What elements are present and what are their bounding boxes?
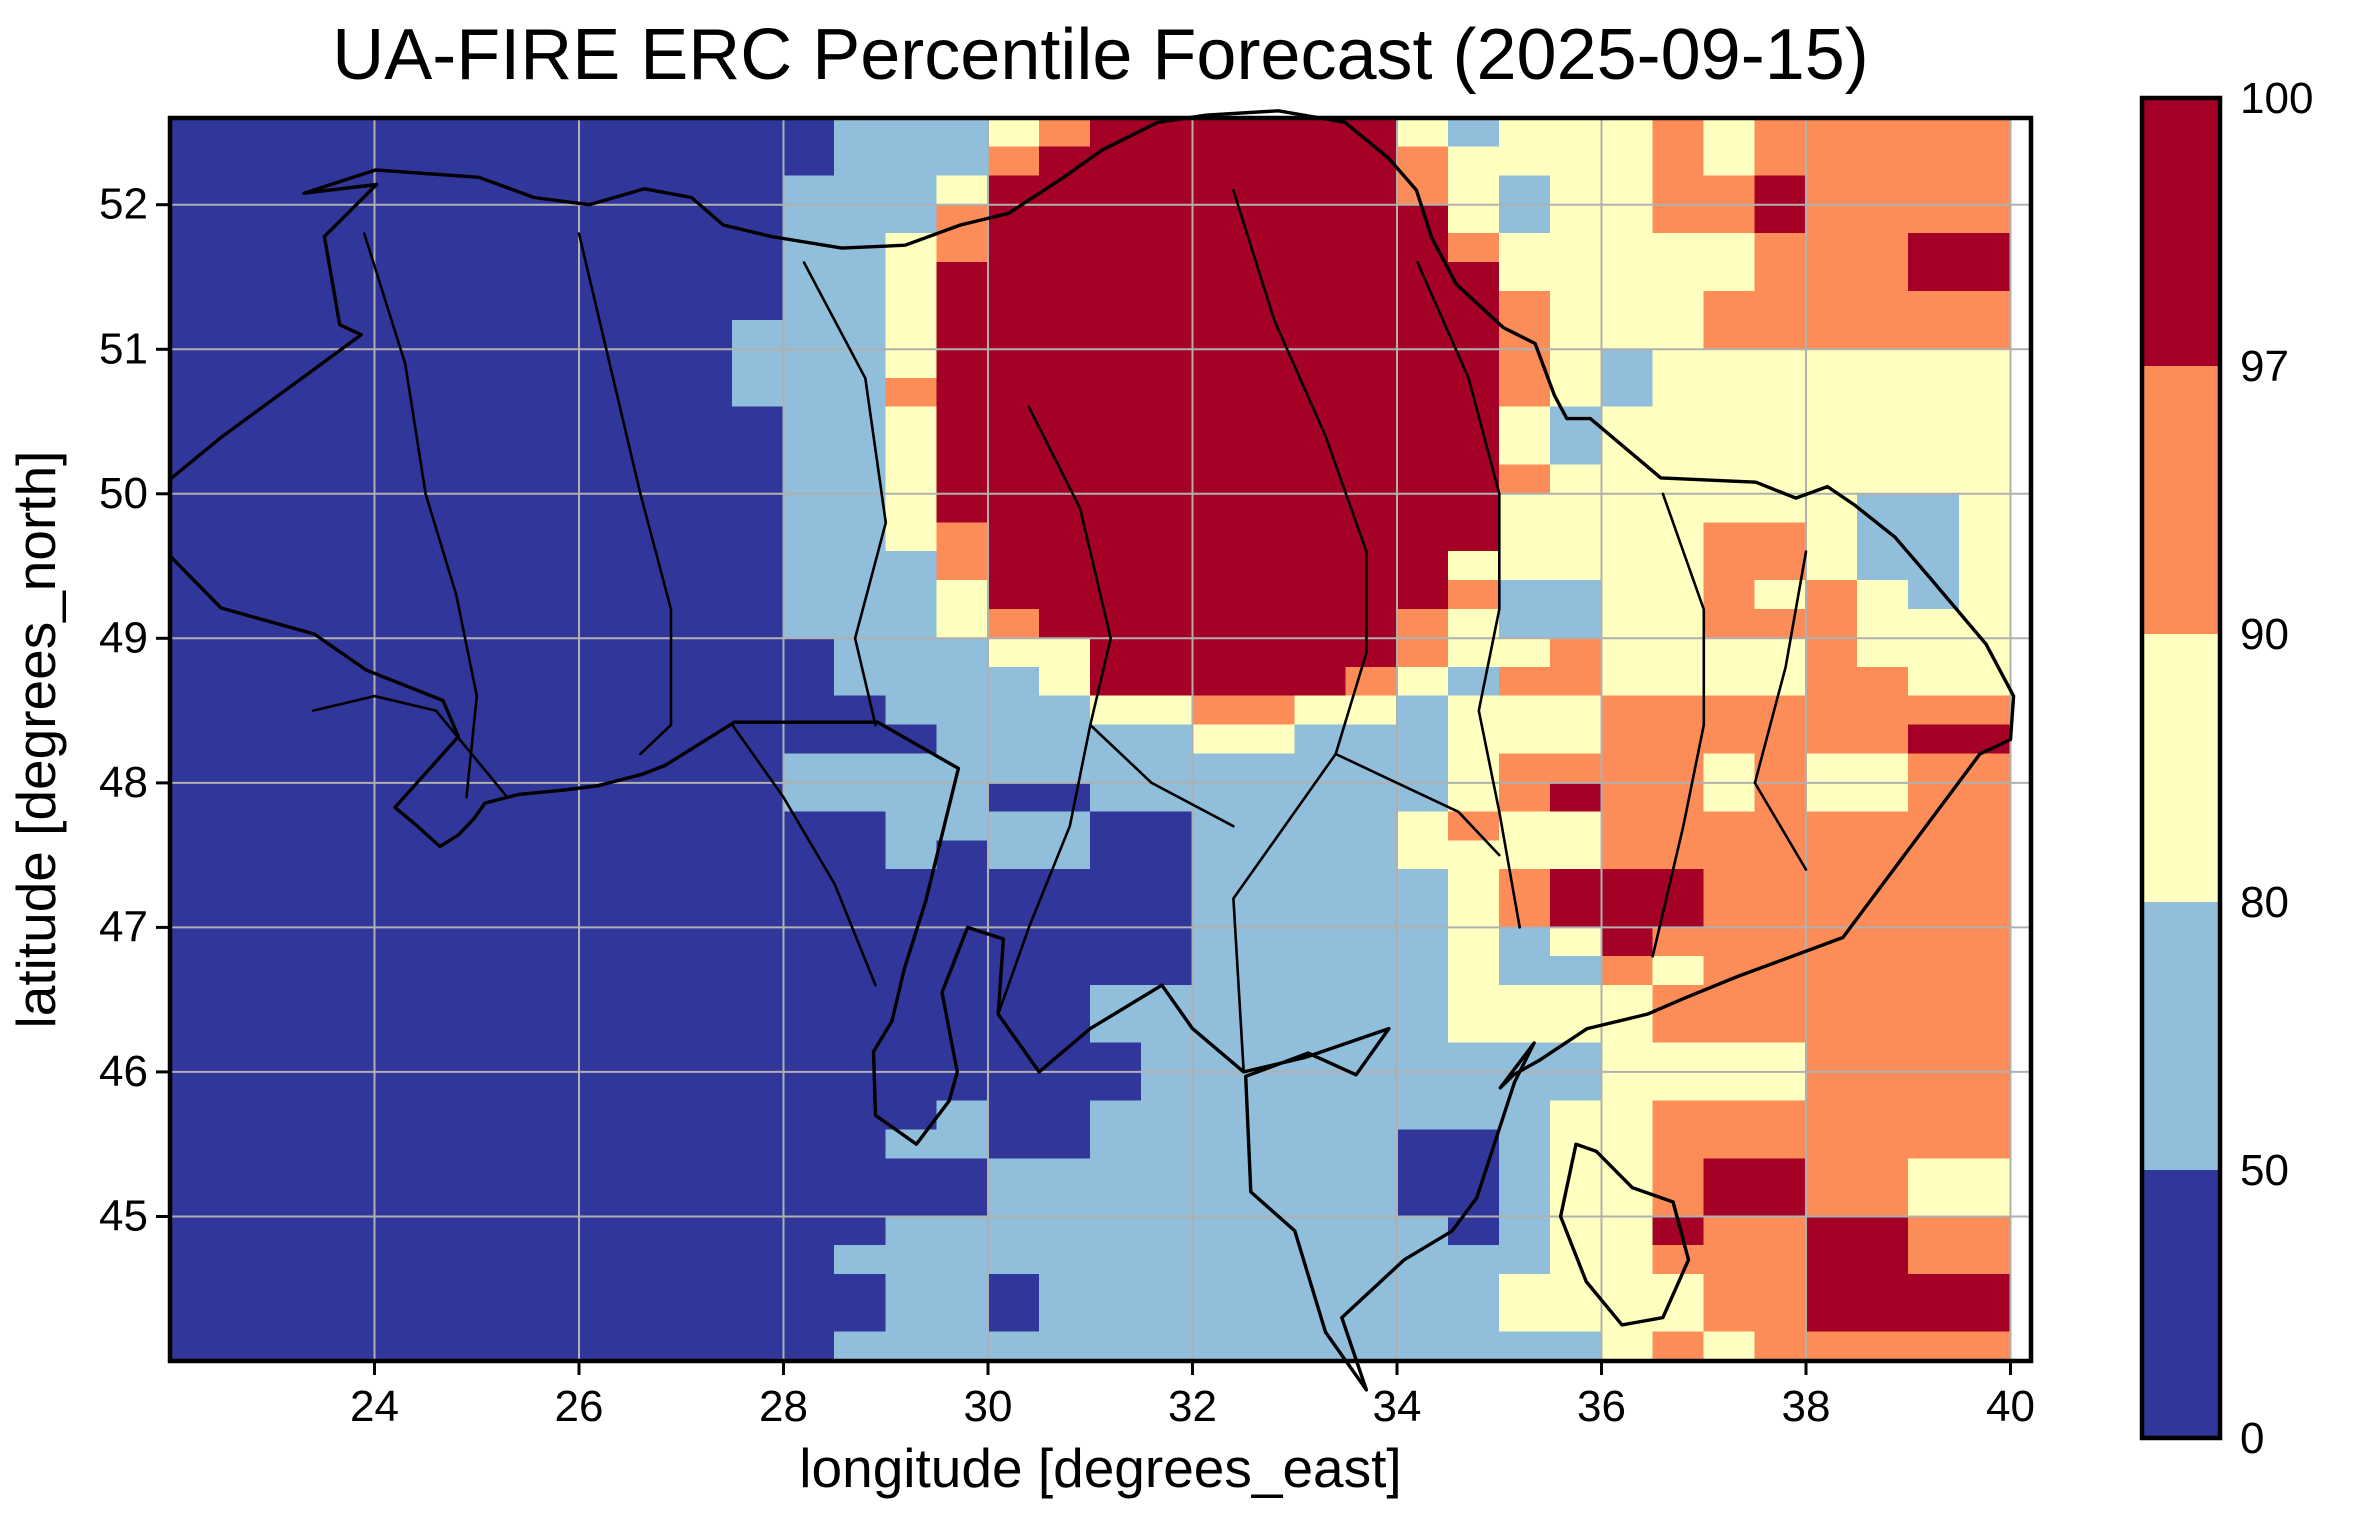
svg-text:90: 90 (2240, 610, 2289, 659)
svg-text:36: 36 (1577, 1382, 1626, 1431)
svg-text:34: 34 (1373, 1382, 1422, 1431)
svg-text:50: 50 (99, 469, 148, 518)
svg-text:latitude [degrees_north]: latitude [degrees_north] (5, 451, 67, 1029)
svg-text:51: 51 (99, 324, 148, 373)
svg-text:47: 47 (99, 902, 148, 951)
svg-text:46: 46 (99, 1047, 148, 1096)
svg-text:40: 40 (1986, 1382, 2035, 1431)
svg-text:50: 50 (2240, 1146, 2289, 1195)
svg-text:28: 28 (759, 1382, 808, 1431)
svg-text:97: 97 (2240, 342, 2289, 391)
svg-text:38: 38 (1782, 1382, 1831, 1431)
svg-text:80: 80 (2240, 878, 2289, 927)
svg-text:52: 52 (99, 180, 148, 229)
svg-text:32: 32 (1168, 1382, 1217, 1431)
svg-text:30: 30 (964, 1382, 1013, 1431)
svg-text:0: 0 (2240, 1414, 2264, 1463)
svg-text:24: 24 (350, 1382, 399, 1431)
svg-text:49: 49 (99, 613, 148, 662)
svg-text:45: 45 (99, 1192, 148, 1241)
svg-text:48: 48 (99, 758, 148, 807)
svg-text:100: 100 (2240, 74, 2313, 123)
svg-text:26: 26 (555, 1382, 604, 1431)
svg-text:longitude [degrees_east]: longitude [degrees_east] (799, 1437, 1401, 1499)
